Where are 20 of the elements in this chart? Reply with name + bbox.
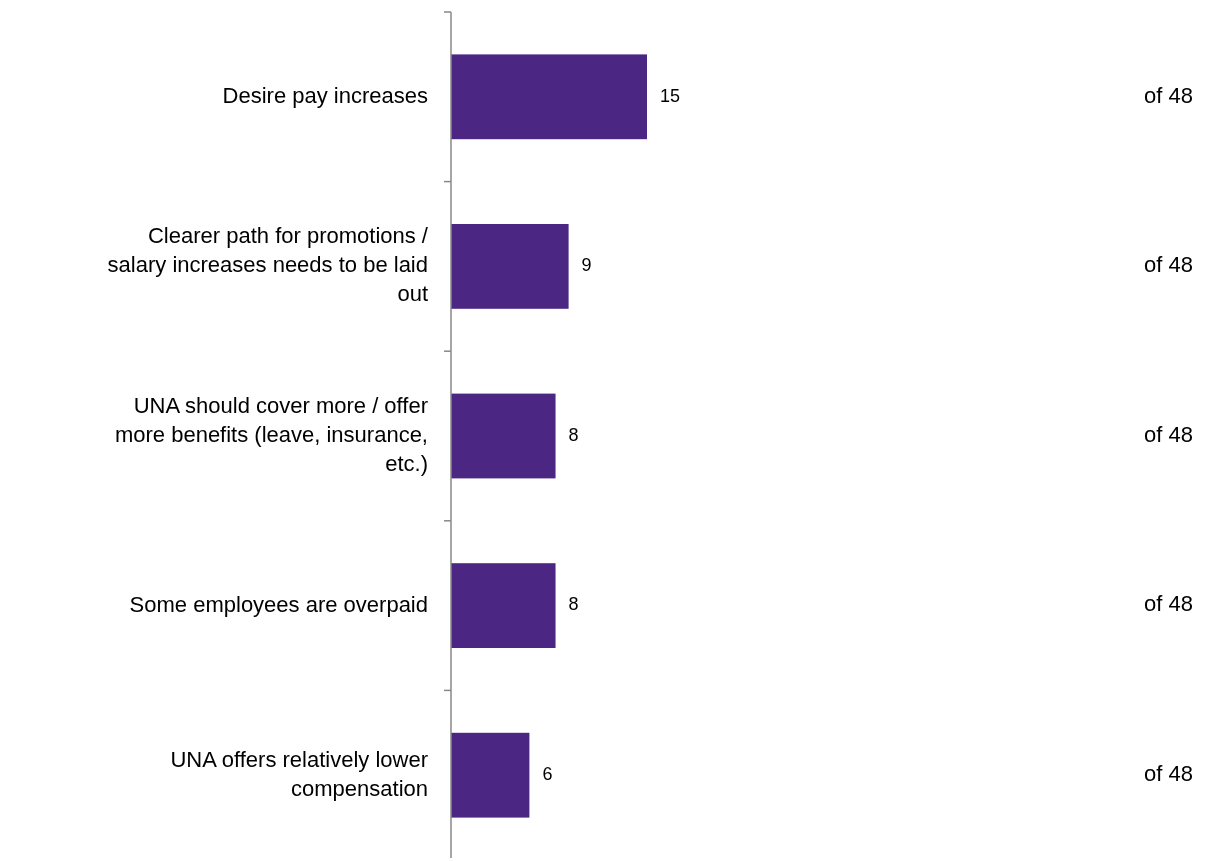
bar — [451, 393, 556, 479]
data-label: 9 — [581, 255, 592, 276]
y-tick-label: Desire pay increases — [222, 82, 428, 108]
data-label: 8 — [568, 594, 579, 615]
y-tick-label: Clearer path for promotions / salary increases needs to be laid out — [107, 223, 429, 307]
bar — [451, 54, 647, 140]
data-label: 8 — [568, 424, 579, 445]
bar — [451, 732, 530, 818]
text: of 48 — [1144, 421, 1193, 447]
bar — [451, 224, 569, 309]
y-tick-label: UNA offers relatively lower compensation — [170, 746, 428, 801]
data-label: 6 — [542, 763, 553, 784]
text: of 48 — [1144, 761, 1193, 787]
text: of 48 — [1144, 591, 1193, 617]
y-tick-label: UNA should cover more / offer more benefits (leave, insurance, etc.) — [114, 392, 428, 476]
y-tick-label: Some employees are overpaid — [129, 591, 428, 617]
data-label: 15 — [660, 85, 681, 106]
text: of 48 — [1144, 82, 1193, 108]
bar — [451, 563, 556, 648]
text: of 48 — [1144, 252, 1193, 278]
